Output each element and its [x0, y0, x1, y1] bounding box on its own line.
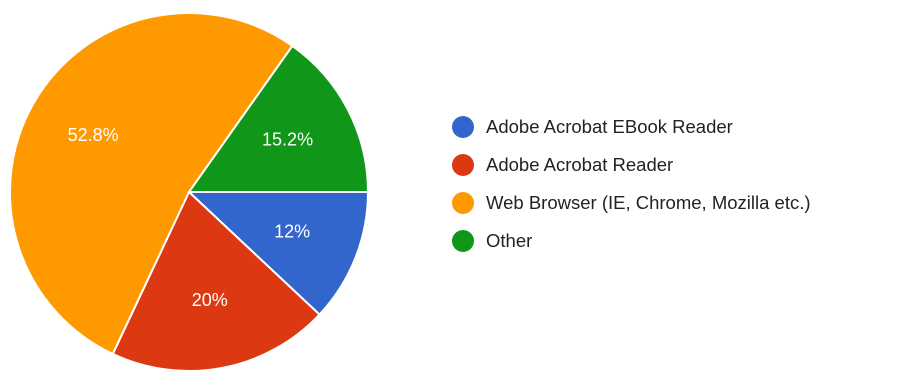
- slice-adobe-acrobat-reader[interactable]: [111, 190, 321, 372]
- legend-label: Web Browser (IE, Chrome, Mozilla etc.): [486, 192, 811, 213]
- legend-label: Adobe Acrobat Reader: [486, 154, 674, 175]
- legend-item-other[interactable]: Other: [452, 222, 811, 260]
- slice-data-label: 12%: [274, 222, 310, 242]
- legend-label: Other: [486, 230, 533, 251]
- slice-web-browser[interactable]: [9, 12, 294, 356]
- legend-item-adobe-acrobat-reader[interactable]: Adobe Acrobat Reader: [452, 146, 811, 184]
- slice-data-label: 52.8%: [68, 125, 119, 145]
- legend-swatch: [452, 192, 474, 214]
- legend-item-adobe-acrobat-ebook-reader[interactable]: Adobe Acrobat EBook Reader: [452, 108, 811, 146]
- pie-chart: 12% 20% 52.8% 15.2%: [9, 12, 370, 372]
- slice-other[interactable]: [187, 44, 370, 193]
- legend: Adobe Acrobat EBook Reader Adobe Acrobat…: [452, 108, 811, 260]
- slice-adobe-acrobat-ebook-reader[interactable]: [186, 191, 370, 316]
- legend-swatch: [452, 230, 474, 252]
- legend-swatch: [452, 116, 474, 138]
- legend-item-web-browser[interactable]: Web Browser (IE, Chrome, Mozilla etc.): [452, 184, 811, 222]
- legend-label: Adobe Acrobat EBook Reader: [486, 116, 733, 137]
- slice-data-label: 20%: [192, 290, 228, 310]
- slice-data-label: 15.2%: [262, 130, 313, 150]
- legend-swatch: [452, 154, 474, 176]
